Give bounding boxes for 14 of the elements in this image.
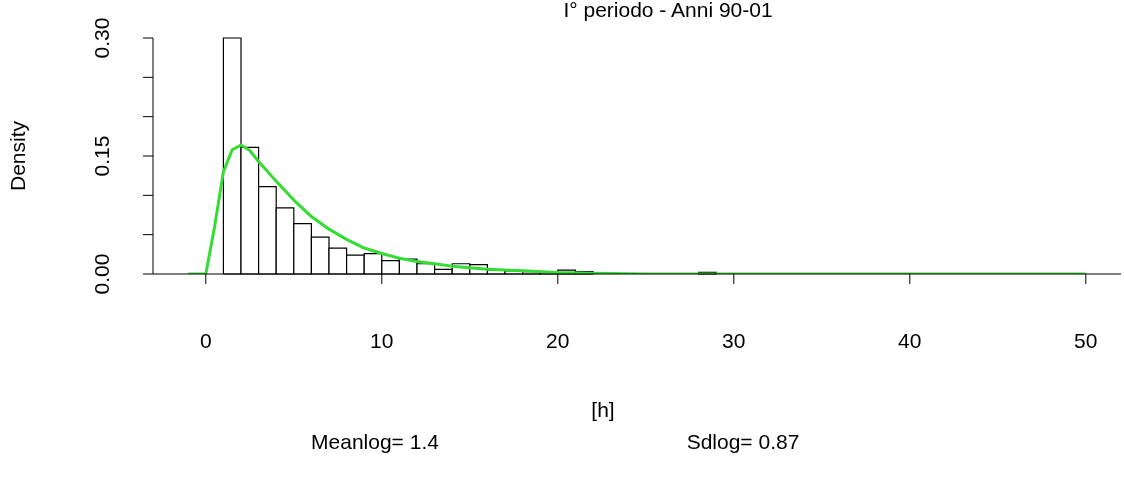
x-tick-label: 0 (199, 329, 212, 352)
text: Meanlog= 1.4 (310, 430, 440, 454)
y-axis-title: Density (6, 120, 30, 192)
x-tick-label: 50 (1074, 329, 1098, 352)
x-tick-label: 40 (898, 329, 922, 352)
text: Sdlog= 0.87 (685, 430, 801, 454)
x-tick-label: 20 (546, 329, 570, 352)
x-tick-label: 30 (722, 329, 746, 352)
x-axis-title: [h] (590, 398, 616, 422)
chart-title: I° periodo - Anni 90-01 (562, 0, 774, 22)
y-tick-label: 0.15 (89, 135, 113, 177)
x-tick-label: 10 (370, 329, 394, 352)
y-tick-label: 0.00 (89, 253, 113, 295)
y-tick-label: 0.30 (89, 17, 113, 59)
